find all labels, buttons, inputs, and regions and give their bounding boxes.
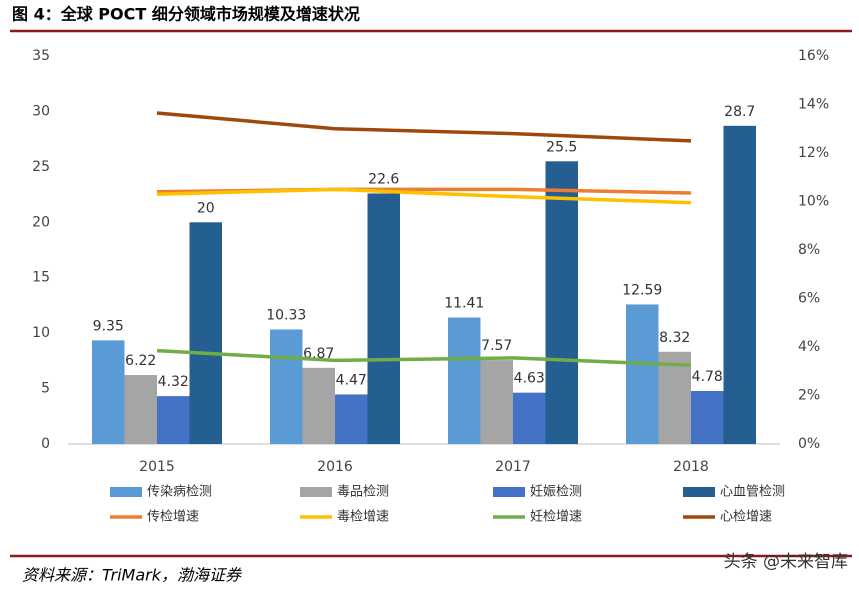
bar	[513, 392, 546, 444]
y-tick-label: 0	[41, 436, 50, 452]
y2-tick-label: 6%	[798, 291, 820, 307]
data-label: 6.22	[125, 353, 156, 369]
y2-tick-label: 8%	[798, 242, 820, 258]
data-label: 20	[197, 200, 215, 216]
x-tick-label: 2016	[317, 459, 353, 475]
chart-title: 图 4：全球 POCT 细分领域市场规模及增速状况	[12, 5, 360, 24]
data-label: 4.32	[158, 374, 189, 390]
y2-tick-label: 4%	[798, 339, 820, 355]
legend-swatch	[300, 487, 332, 497]
y-tick-label: 35	[32, 48, 50, 64]
watermark: 头条 @未来智库	[724, 552, 848, 572]
bar	[157, 396, 190, 444]
line	[156, 348, 692, 367]
legend-label: 妊娠检测	[530, 485, 582, 500]
y2-tick-label: 12%	[798, 145, 829, 161]
data-label: 9.35	[93, 318, 124, 334]
bar	[658, 351, 691, 444]
y-tick-label: 20	[32, 214, 50, 230]
y-tick-label: 15	[32, 270, 50, 286]
data-label: 4.47	[336, 372, 367, 388]
source: 资料来源：TriMark，渤海证券	[22, 566, 243, 585]
legend-label: 传染病检测	[147, 485, 212, 500]
line	[156, 111, 692, 143]
bar	[480, 360, 513, 444]
y2-tick-label: 2%	[798, 388, 820, 404]
legend-swatch	[110, 487, 142, 497]
legend-label: 毒检增速	[337, 510, 389, 525]
bar	[367, 193, 400, 444]
data-label: 8.32	[659, 330, 690, 346]
legend-label: 心血管检测	[720, 485, 785, 500]
data-label: 7.57	[481, 338, 512, 354]
data-label: 4.63	[514, 371, 545, 387]
bar	[189, 222, 222, 444]
y2-tick-label: 16%	[798, 48, 829, 64]
x-tick-label: 2017	[495, 459, 531, 475]
bar	[691, 391, 724, 444]
bar	[335, 394, 368, 444]
data-label: 11.41	[444, 296, 484, 312]
y2-tick-label: 10%	[798, 194, 829, 210]
legend-label: 传检增速	[147, 510, 199, 525]
bar	[448, 317, 481, 444]
line	[156, 187, 692, 205]
data-label: 28.7	[724, 104, 755, 120]
data-label: 12.59	[622, 282, 662, 298]
y2-tick-label: 14%	[798, 97, 829, 113]
bar	[124, 375, 157, 444]
data-label: 4.78	[692, 369, 723, 385]
bar	[545, 161, 578, 445]
y-tick-label: 5	[41, 381, 50, 397]
data-label: 25.5	[546, 139, 577, 155]
bar	[270, 329, 303, 444]
y-tick-label: 10	[32, 325, 50, 341]
legend-label: 妊检增速	[530, 510, 582, 525]
legend-swatch	[683, 487, 715, 497]
bar	[723, 125, 756, 444]
legend-label: 毒品检测	[337, 485, 389, 500]
data-label: 10.33	[266, 307, 306, 323]
bar	[626, 304, 659, 444]
y-tick-label: 25	[32, 159, 50, 175]
y2-tick-label: 0%	[798, 436, 820, 452]
data-label: 22.6	[368, 171, 399, 187]
x-tick-label: 2015	[139, 459, 175, 475]
x-tick-label: 2018	[673, 459, 709, 475]
y-tick-label: 30	[32, 103, 50, 119]
legend-label: 心检增速	[720, 510, 772, 525]
bar	[92, 340, 125, 444]
bar	[302, 367, 335, 444]
legend-swatch	[493, 487, 525, 497]
